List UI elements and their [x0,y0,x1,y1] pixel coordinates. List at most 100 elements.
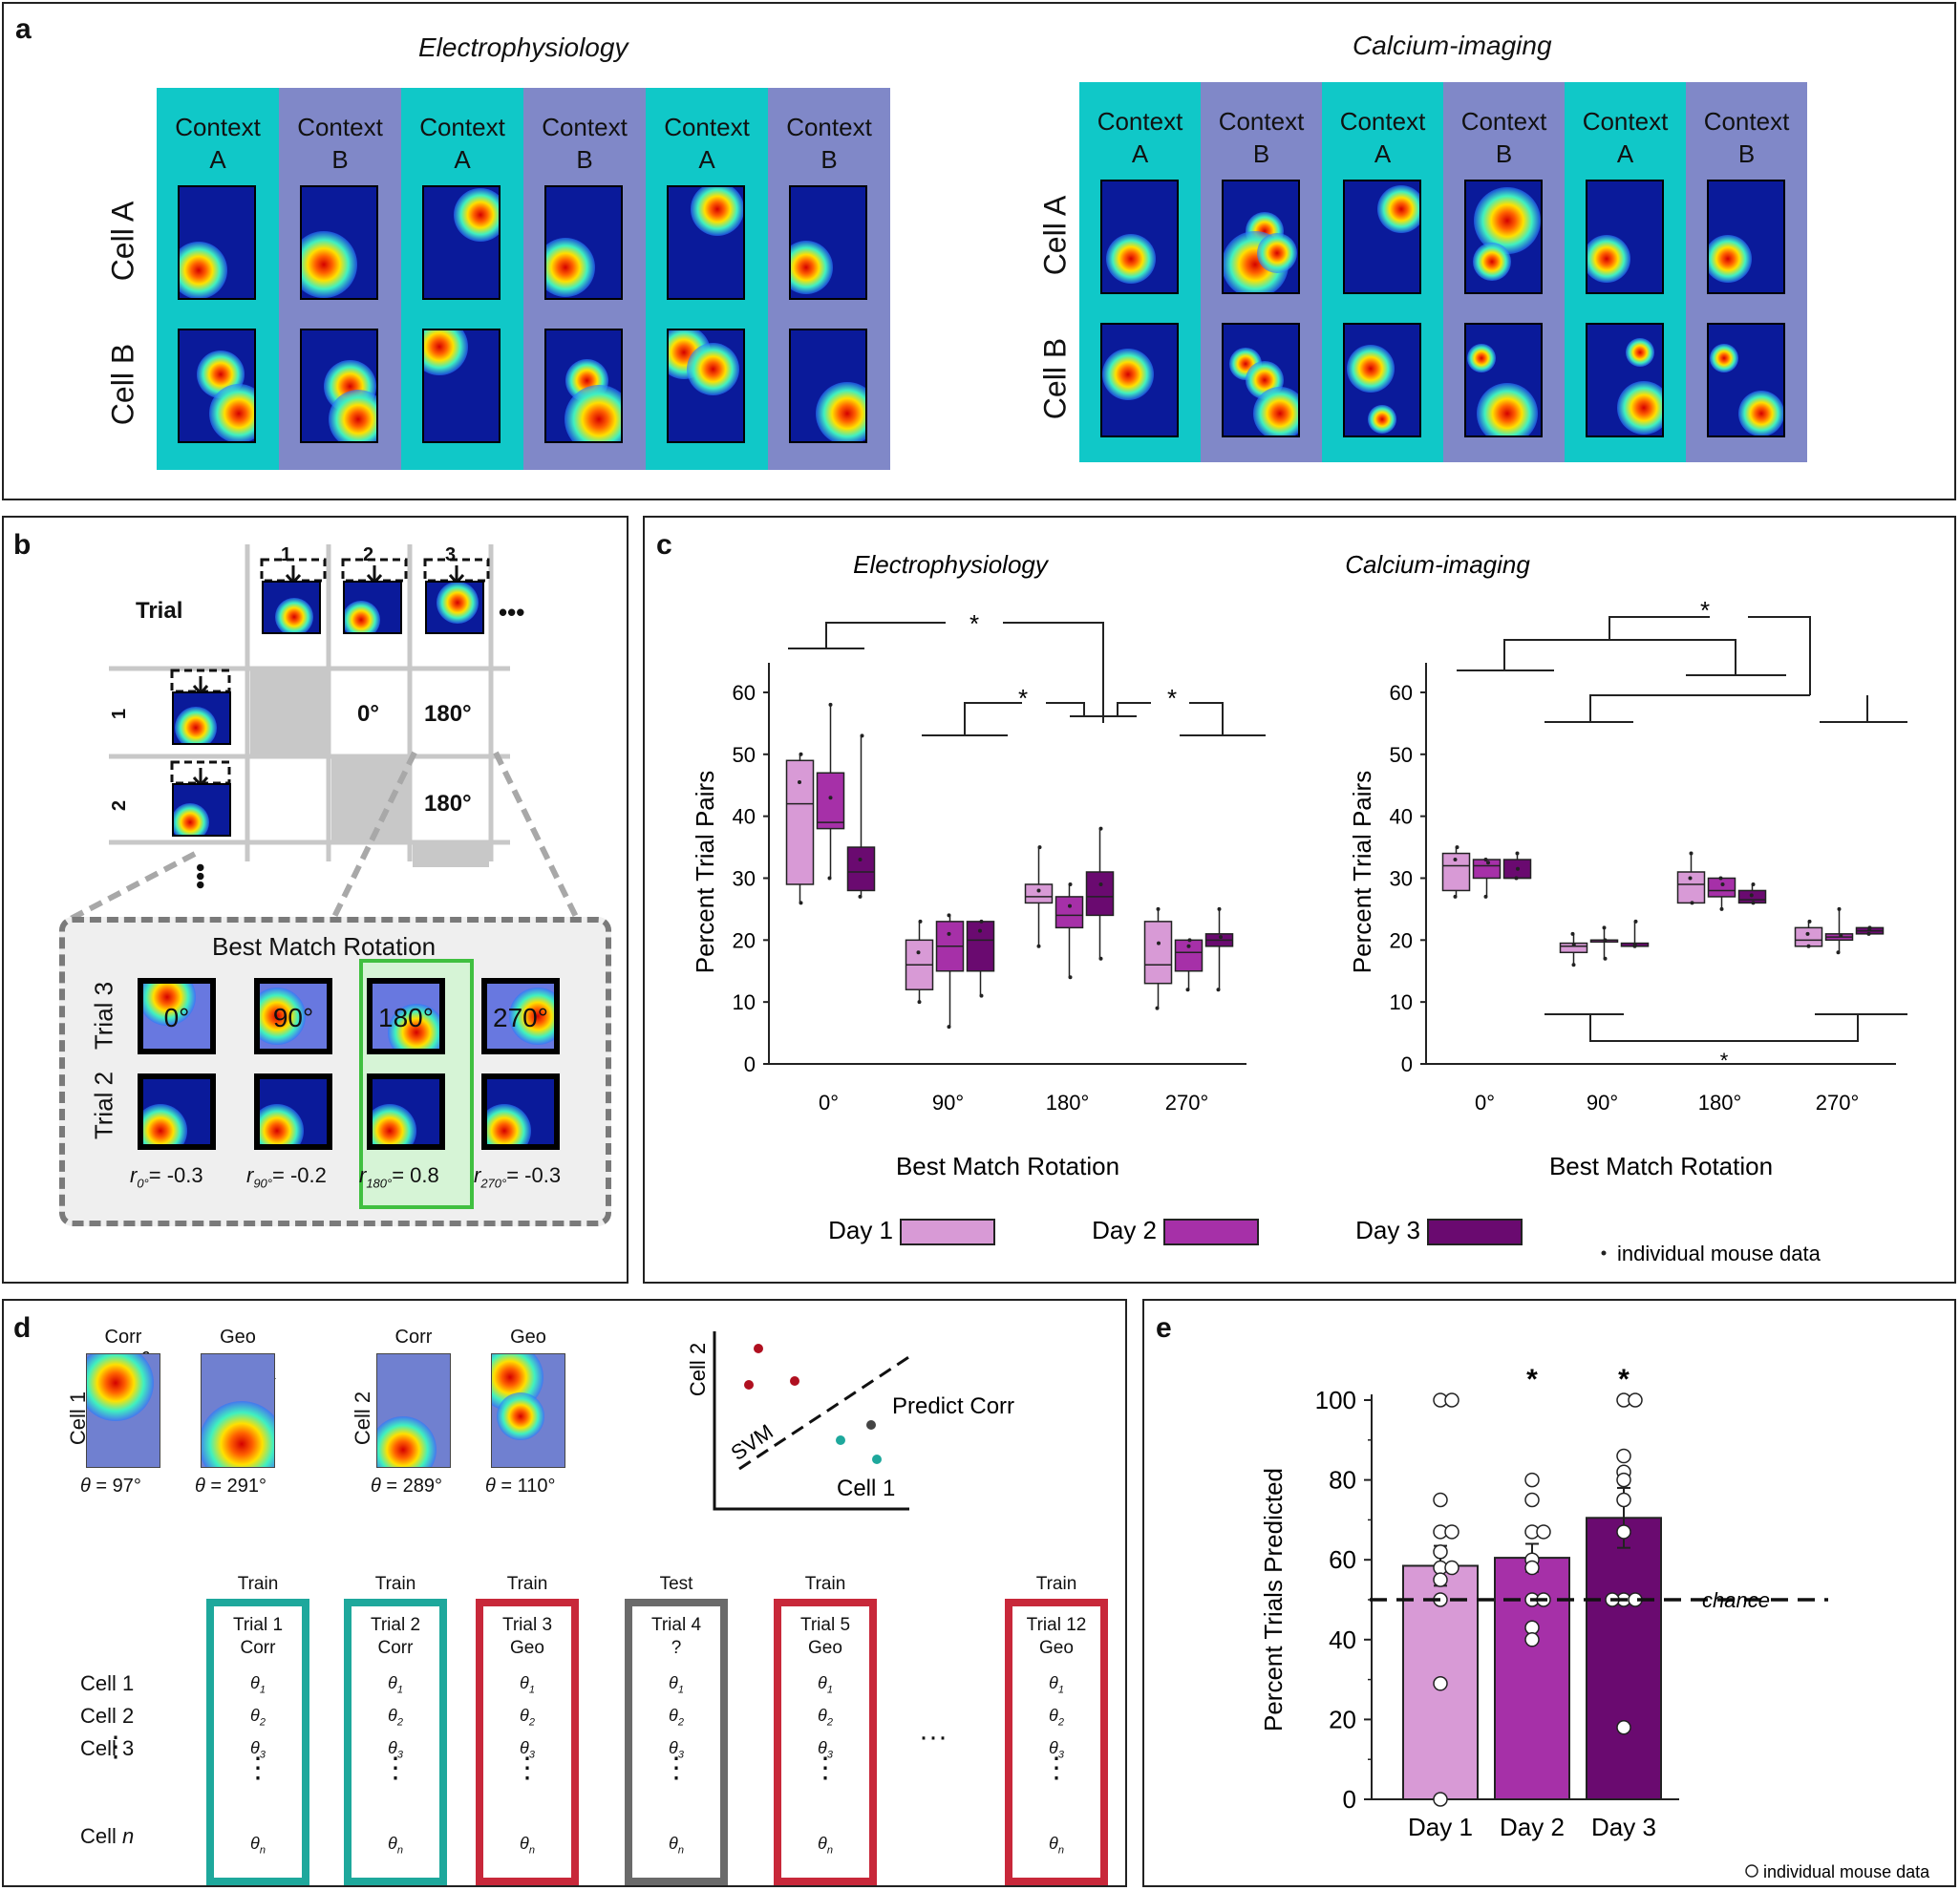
mouse-point [1186,944,1191,948]
heatmap-peak [791,240,833,294]
trial-thumbnail [343,581,402,634]
mouse-point [1749,893,1754,898]
panel-a-label: a [15,13,32,45]
heatmap-peak [424,330,468,376]
r-symbol: r [359,1163,367,1187]
y-tick-label: 80 [1329,1466,1356,1495]
best-match-inset [59,917,611,1226]
box [816,772,845,830]
trial-box: Trial 5 Geo θ1 θ2 θ3 ⋮ θn [774,1599,877,1885]
row-label: Cell 2 [80,1704,135,1728]
context-letter: B [820,145,838,174]
cell-a-label: Cell A [1037,195,1073,276]
mouse-point [1433,1676,1448,1691]
cell-a-rate-map [544,185,623,300]
mouse-point [1433,1792,1448,1807]
theta-sub: 2 [396,1716,403,1729]
y-tick-label: 50 [733,743,756,767]
rotated-map: 0° [138,978,216,1054]
legend-point [1745,1864,1758,1878]
context-word: Context [1703,107,1790,136]
y-tick-label: 100 [1315,1386,1356,1414]
context-word: Context [664,113,750,141]
mouse-point [1514,876,1519,881]
cell-a-rate-map [667,185,745,300]
context-label: Context A [1565,105,1686,170]
theta-value: θ3 [520,1738,535,1761]
cell-a-rate-map [1464,180,1543,294]
cell-b-rate-map [544,329,623,443]
trial-box: Trial 1 Corr θ1 θ2 θ3 ⋮ θn [206,1599,309,1885]
panel-a-calcium-title: Calcium-imaging [1353,31,1552,60]
sig-bracket [1457,616,1811,695]
cell-a-rate-map [1586,180,1664,294]
heatmap-peak [387,1004,439,1049]
mouse-point [827,876,832,881]
chance-label: chance [1702,1588,1770,1612]
mouse-point [1185,988,1190,992]
theta-sub: 3 [826,1749,833,1761]
mouse-point [1453,858,1458,862]
row-label: Cell 1 [80,1671,135,1695]
cell-r1c2: 0° [357,701,379,727]
heatmap-peak [1476,382,1538,436]
mouse-point [1156,906,1161,911]
context-word: Context [1582,107,1669,136]
context-label: Context A [1322,105,1443,170]
theta-value: θn [818,1834,833,1857]
cell-b-label: Cell B [1037,337,1073,420]
mouse-point [1616,1524,1631,1540]
legend-swatch [1427,1219,1523,1245]
mouse-point [1036,944,1041,948]
cell-a-rate-map [178,185,256,300]
panel-e: e 0 20 40 60 80 100 Percent Trials Predicted Da… [1142,1299,1956,1887]
mouse-point [1036,888,1041,893]
r-symbol: r [474,1163,481,1187]
trial-box: Trial 4? θ1 θ2 θ3 ⋮ θn [625,1599,728,1885]
angle-value: θ = 97° [80,1476,185,1498]
svm-axes [713,1331,909,1511]
angle-value: θ = 291° [195,1476,300,1498]
y-tick-label: 40 [1390,805,1413,829]
bar [1586,1517,1662,1800]
mouse-point [1806,944,1811,948]
mouse-point [1219,935,1223,940]
angle-value: θ = 289° [371,1476,476,1498]
cell-a-rate-map [1707,180,1785,294]
significance-star: * [1720,1049,1729,1073]
heatmap-peak [174,803,210,835]
cell-b-rate-map [422,329,501,443]
mouse-point [1483,858,1488,862]
theta-symbol: θ [371,1476,381,1497]
y-tick-label: 40 [733,805,756,829]
context-letter: A [698,145,715,174]
map-type-label: Geo [220,1327,256,1348]
heatmap-peak [274,598,313,632]
r-value: r90°= -0.2 [246,1163,352,1190]
corr-point [836,1435,845,1445]
heatmap-peak [328,389,376,441]
mouse-point [858,894,863,899]
heatmap-peak [1347,345,1395,393]
significance-star: * [1700,596,1710,625]
heatmap-peak [302,231,358,298]
cell-a-rate-map [789,185,867,300]
cell-a-rate-map [422,185,501,300]
mouse-point [1098,826,1103,831]
mouse-point [1155,1006,1160,1010]
mouse-point [916,950,921,955]
trial-name: Trial 12 [1026,1615,1087,1635]
inset-row-trial3: Trial 3 [89,981,118,1051]
heatmap-peak [436,583,479,624]
trial-box: Trial 3 Geo θ1 θ2 θ3 ⋮ θn [476,1599,579,1885]
context-letter: B [331,145,349,174]
mouse-point [1690,901,1694,905]
vertical-ellipsis: ⋮ [244,1753,272,1784]
chart-title: Electrophysiology [853,550,1050,579]
theta-sub: n [677,1844,684,1857]
heatmap-peak [1257,233,1298,274]
mouse-point [978,928,982,933]
vertical-ellipsis: ⋮ [381,1753,410,1784]
context-label: Context A [1079,105,1201,170]
mouse-point [1839,933,1843,938]
